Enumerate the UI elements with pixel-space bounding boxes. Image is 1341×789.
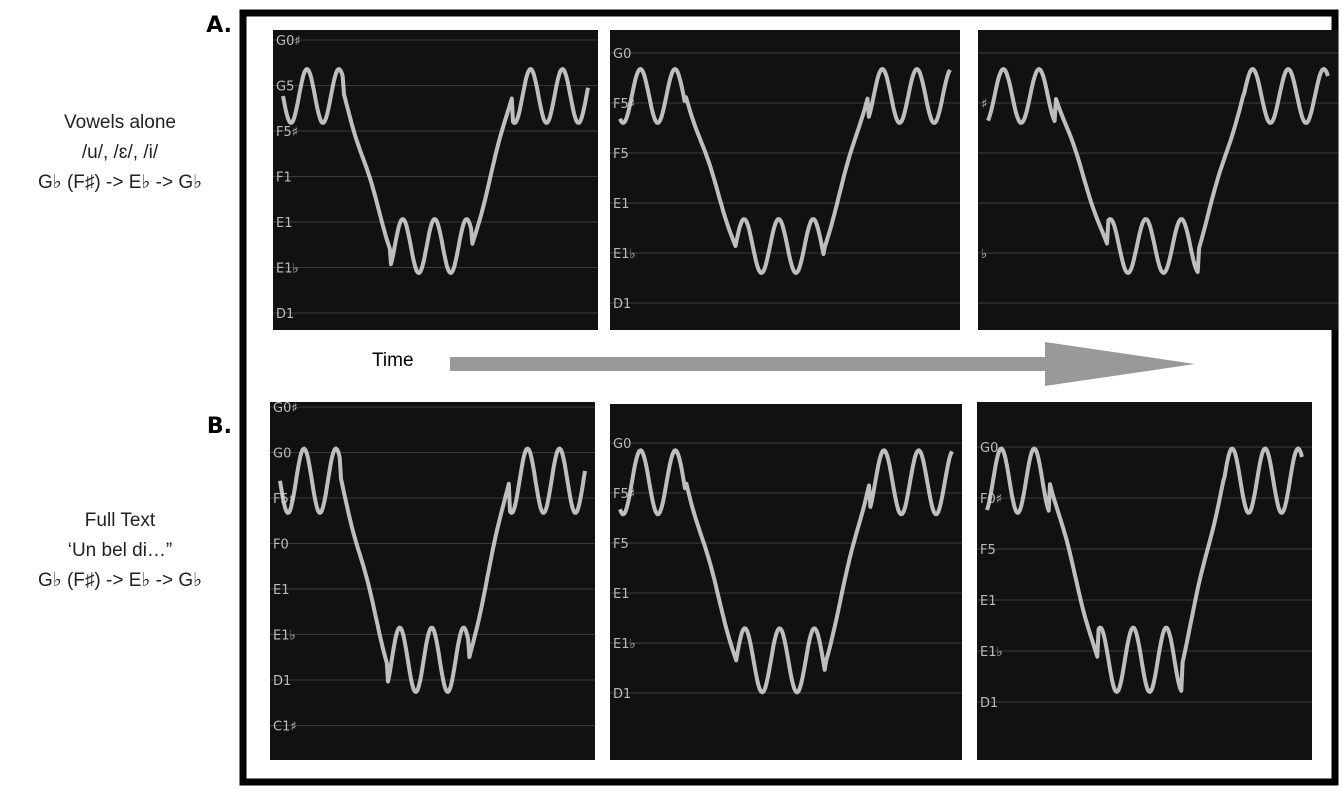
pitch-label: D1	[613, 687, 631, 702]
pitch-label: C1♯	[273, 720, 297, 735]
pitch-trace	[281, 67, 590, 275]
pitch-label: E1	[276, 216, 293, 231]
pitch-label: G0♯	[273, 401, 298, 416]
spectrogram-panel	[270, 402, 595, 760]
pitch-label: F5	[980, 543, 996, 558]
pitch-label: D1	[980, 696, 998, 711]
pitch-label: G5	[276, 80, 294, 95]
label-a: A.	[206, 13, 232, 38]
pitch-label: G0	[273, 447, 291, 462]
pitch-label: F5♯	[276, 125, 298, 140]
pitch-label: ♯	[981, 97, 987, 112]
row-a-text: G♭ (F♯) -> E♭ -> G♭	[38, 172, 202, 193]
pitch-label: E1♭	[613, 637, 636, 652]
pitch-label: E1♭	[276, 262, 299, 277]
pitch-trace	[618, 67, 952, 275]
spectrogram-panel	[978, 30, 1338, 330]
spectrogram-panel	[610, 30, 960, 330]
row-b-text: ‘Un bel di…”	[68, 540, 173, 561]
pitch-label: D1	[273, 674, 291, 689]
row-a-text: /u/, /ɛ/, /i/	[82, 142, 159, 163]
pitch-label: E1	[613, 197, 630, 212]
row-b-text: G♭ (F♯) -> E♭ -> G♭	[38, 570, 202, 591]
pitch-label: F5	[613, 537, 629, 552]
row-b-text: Full Text	[85, 510, 156, 531]
pitch-trace	[986, 67, 1330, 275]
pitch-label: E1♭	[980, 645, 1003, 660]
spectrogram-panel	[977, 402, 1312, 760]
pitch-label: ♭	[981, 247, 987, 262]
spectrogram-panel	[273, 30, 598, 330]
pitch-label: F0	[273, 538, 289, 553]
time-label: Time	[372, 350, 414, 371]
pitch-label: E1♭	[273, 629, 296, 644]
spectrogram-panel	[610, 404, 962, 760]
pitch-label: G0	[980, 441, 998, 456]
pitch-label: E1	[273, 583, 290, 598]
pitch-label: F1	[276, 171, 292, 186]
pitch-label: D1	[613, 297, 631, 312]
pitch-trace	[985, 446, 1304, 694]
frame	[239, 9, 1339, 786]
pitch-label: G0	[613, 437, 631, 452]
time-arrow	[450, 342, 1195, 386]
panels: G0♯G5F5♯F1E1E1♭D1G0F5♯F5E1E1♭D1♯♭G0♯G0F5…	[270, 30, 1338, 760]
label-b: B.	[207, 414, 232, 439]
pitch-trace	[618, 448, 954, 695]
pitch-trace	[278, 446, 587, 694]
pitch-label: F5	[613, 147, 629, 162]
pitch-label: G0	[613, 47, 631, 62]
row-a-text: Vowels alone	[64, 112, 176, 133]
pitch-label: E1	[613, 587, 630, 602]
pitch-label: E1♭	[613, 247, 636, 262]
pitch-label: D1	[276, 307, 294, 322]
pitch-label: G0♯	[276, 34, 301, 49]
pitch-label: E1	[980, 594, 997, 609]
